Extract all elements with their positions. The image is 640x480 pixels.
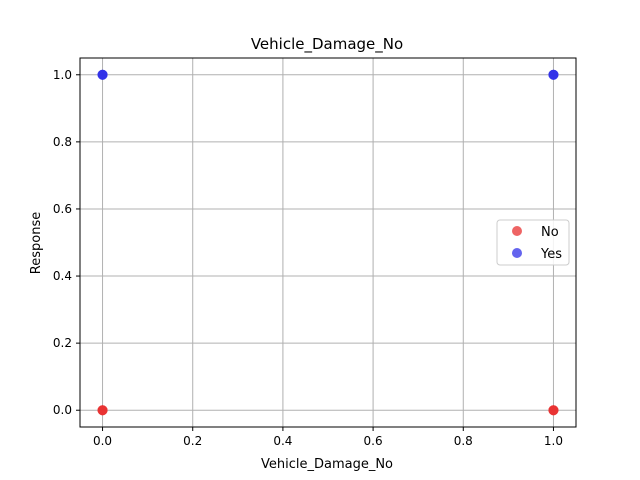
x-tick-label: 0.6 (364, 434, 383, 448)
x-tick-label: 0.8 (454, 434, 473, 448)
x-axis-label: Vehicle_Damage_No (261, 457, 393, 472)
grid-lines (80, 58, 576, 427)
y-tick-label: 1.0 (53, 68, 72, 82)
data-points (97, 69, 559, 416)
legend: No Yes (496, 219, 570, 266)
plot-area-frame (79, 57, 577, 428)
y-tick-label: 0.6 (53, 202, 72, 216)
y-tick-label: 0.8 (53, 135, 72, 149)
axis-ticks: 0.0 0.2 0.4 0.6 0.8 1.0 0.0 0.2 0.4 0.6 0.8 1.0 (53, 68, 563, 448)
y-tick-label: 0.0 (53, 403, 72, 417)
legend-label-yes: Yes (540, 247, 562, 262)
data-point-yes (97, 69, 108, 80)
data-point-no (97, 405, 108, 416)
y-tick-label: 0.2 (53, 336, 72, 350)
legend-marker-yes (512, 248, 522, 258)
data-point-no (548, 405, 559, 416)
x-tick-label: 1.0 (544, 434, 563, 448)
x-tick-label: 0.4 (273, 434, 292, 448)
legend-marker-no (512, 226, 522, 236)
x-tick-label: 0.2 (183, 434, 202, 448)
legend-label-no: No (541, 225, 559, 240)
y-axis-label: Response (29, 212, 44, 274)
data-point-yes (548, 69, 559, 80)
chart-title: Vehicle_Damage_No (251, 35, 403, 54)
y-tick-label: 0.4 (53, 269, 72, 283)
x-tick-label: 0.0 (93, 434, 112, 448)
